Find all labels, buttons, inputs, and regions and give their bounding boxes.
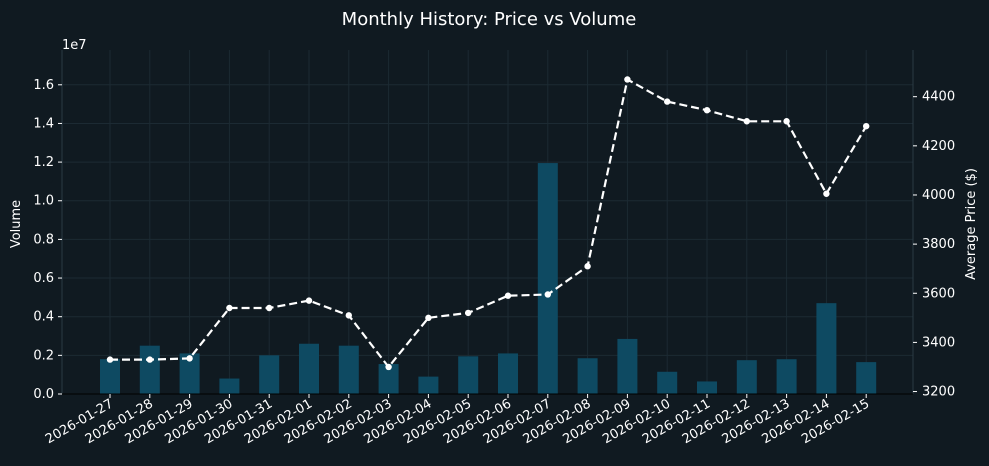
volume-bar (816, 303, 837, 394)
volume-bar (577, 358, 598, 394)
price-point (664, 98, 671, 105)
price-point (703, 107, 711, 114)
volume-bar (299, 343, 319, 394)
volume-bar (856, 362, 877, 394)
price-point (823, 190, 830, 197)
volume-bar (537, 163, 558, 394)
right-tick-label: 4200 (922, 139, 955, 154)
volume-bar (418, 376, 439, 394)
volume-bar (657, 371, 678, 394)
volume-bar (776, 359, 797, 394)
volume-bar (458, 356, 479, 394)
left-tick-label: 0.8 (33, 232, 54, 247)
price-point (305, 297, 313, 304)
left-tick-label: 1.2 (33, 155, 54, 170)
right-axis-label: Average Price ($) (964, 168, 979, 280)
volume-bar (498, 353, 518, 394)
volume-bar (259, 355, 280, 394)
left-axis-offset: 1e7 (62, 38, 87, 53)
price-point (504, 292, 512, 299)
price-point (743, 118, 750, 125)
chart-title: Monthly History: Price vs Volume (342, 9, 637, 30)
price-point (146, 356, 153, 363)
right-tick-label: 3800 (922, 237, 955, 252)
price-point (345, 312, 352, 319)
price-point (465, 309, 472, 317)
price-point (544, 291, 551, 298)
price-point (106, 356, 114, 363)
price-point (783, 118, 790, 125)
volume-bars (100, 163, 877, 394)
price-line-path (110, 77, 868, 369)
left-tick-label: 0.6 (33, 271, 54, 286)
volume-bar (338, 345, 359, 394)
price-line (106, 76, 870, 371)
right-tick-label: 3600 (922, 286, 955, 301)
right-tick-label: 3200 (922, 385, 955, 400)
left-tick-label: 1.0 (33, 194, 54, 209)
price-point (584, 263, 591, 270)
left-tick-label: 1.6 (33, 78, 54, 93)
price-point (385, 363, 392, 371)
volume-bar (617, 338, 638, 394)
price-point (266, 304, 273, 312)
left-tick-label: 1.4 (33, 116, 54, 131)
left-axis-label: Volume (9, 200, 24, 248)
left-tick-label: 0.2 (33, 348, 54, 363)
price-point (863, 122, 870, 130)
right-tick-label: 3400 (922, 335, 955, 350)
left-tick-label: 0.4 (33, 310, 54, 325)
right-tick-label: 4000 (922, 188, 955, 203)
price-point (425, 314, 432, 322)
price-point (186, 355, 193, 362)
volume-bar (697, 381, 717, 394)
price-point (226, 304, 233, 312)
volume-bar (378, 364, 399, 394)
left-tick-label: 0.0 (33, 387, 54, 402)
volume-bar (100, 359, 120, 394)
grid-lines (62, 50, 913, 395)
price-point (624, 76, 631, 83)
volume-bar (139, 345, 160, 394)
volume-bar (179, 353, 200, 394)
right-tick-label: 4400 (922, 90, 955, 105)
volume-bar (736, 360, 757, 394)
volume-bar (219, 378, 240, 394)
